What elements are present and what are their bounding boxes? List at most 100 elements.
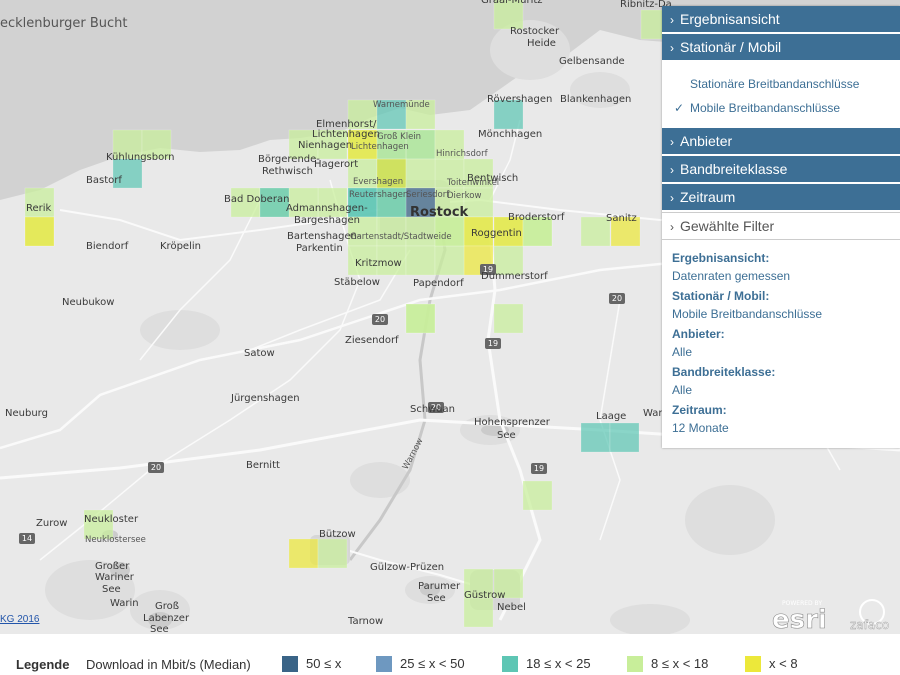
place-label: See [150,624,169,634]
section-gewaehlte-filter[interactable]: › Gewählte Filter [662,212,900,240]
section-ergebnisansicht[interactable]: › Ergebnisansicht [662,6,900,34]
coverage-cell[interactable] [112,129,143,160]
coverage-cell[interactable] [522,216,553,247]
place-label: Laage [596,411,626,422]
place-label: Gartenstadt/Stadtweide [350,232,452,242]
map-copyright[interactable]: KG 2016 [0,614,40,625]
coverage-cell[interactable] [24,187,55,218]
coverage-cell[interactable] [405,99,436,130]
place-label: Groß Klein [377,132,421,142]
coverage-cell[interactable] [347,158,378,189]
coverage-cell[interactable] [317,187,348,218]
section-stationaer-mobil[interactable]: › Stationär / Mobil [662,34,900,62]
chevron-right-icon: › [670,163,674,177]
coverage-cell[interactable] [493,303,524,334]
place-label: Bützow [319,529,356,540]
place-label: Wariner [95,572,135,583]
section-zeitraum[interactable]: › Zeitraum [662,184,900,212]
place-label: Bernitt [246,460,280,471]
place-label: Ziesendorf [345,335,399,346]
coverage-cell[interactable] [493,245,524,276]
coverage-cell[interactable] [493,568,524,599]
coverage-cell[interactable] [288,187,319,218]
place-label: Rethwisch [262,166,313,177]
coverage-cell[interactable] [580,216,611,247]
place-label: Seriesdorf [406,190,450,200]
road-shield: 20 [148,462,164,473]
map-canvas[interactable]: 20 20 20 19 19 14 20 19 ecklenburger Bucht Reri… [0,0,900,634]
place-label: Toitenwinkel [446,178,499,188]
legend-item: 25 ≤ x < 50 [376,656,465,672]
coverage-cell[interactable] [610,216,641,247]
coverage-cell[interactable] [434,158,465,189]
coverage-cell[interactable] [463,597,494,628]
place-label: Börgerende- [258,154,320,165]
option-mobil[interactable]: ✓ Mobile Breitbandanschlüsse [674,96,900,120]
coverage-cell[interactable] [405,216,436,247]
place-label: Rostocker [510,26,560,37]
checkmark-icon: ✓ [674,101,685,115]
coverage-cell[interactable] [434,216,465,247]
coverage-cell[interactable] [463,158,494,189]
coverage-cell[interactable] [317,129,348,160]
road-shield: 14 [19,533,35,544]
svg-text:19: 19 [534,464,544,473]
coverage-cell[interactable] [405,129,436,160]
coverage-cell[interactable] [493,99,524,130]
zafaco-swirl-icon [859,599,885,625]
coverage-cell[interactable] [463,187,494,218]
coverage-cell[interactable] [317,538,348,569]
coverage-cell[interactable] [347,129,378,160]
place-label: Rövershagen [487,94,552,105]
place-label: Rostock [410,205,469,220]
coverage-cell[interactable] [24,216,55,247]
coverage-cell[interactable] [376,129,407,160]
coverage-cell[interactable] [230,187,261,218]
place-label: Schwaan [410,404,455,415]
section-anbieter[interactable]: › Anbieter [662,128,900,156]
coverage-cell[interactable] [347,245,378,276]
coverage-cell[interactable] [288,129,319,160]
section-bandbreiteklasse[interactable]: › Bandbreiteklasse [662,156,900,184]
coverage-cell[interactable] [83,509,114,540]
place-label: Güstrow [464,590,505,601]
coverage-cell[interactable] [259,187,290,218]
coverage-cell[interactable] [288,538,319,569]
place-label: Warnemünde [373,100,430,110]
place-label: Roggentin [471,228,522,239]
coverage-cell[interactable] [405,187,436,218]
coverage-cell[interactable] [493,0,524,30]
place-label: Großer [95,561,130,572]
coverage-cell[interactable] [405,158,436,189]
coverage-cell[interactable] [580,422,611,453]
place-label: Wardo [643,408,675,419]
coverage-cell[interactable] [434,245,465,276]
coverage-cell[interactable] [112,158,143,189]
legend-item: 50 ≤ x [282,656,341,672]
coverage-cell[interactable] [347,216,378,247]
legend-item: 8 ≤ x < 18 [627,656,708,672]
option-stationaer[interactable]: Stationäre Breitbandanschlüsse [690,77,860,91]
coverage-cell[interactable] [141,129,172,160]
coverage-cell[interactable] [609,422,640,453]
legend-bar: Legende Download in Mbit/s (Median) 50 ≤… [0,634,900,675]
road-shield: 20 [428,402,444,413]
coverage-cell[interactable] [493,216,524,247]
coverage-cell[interactable] [405,245,436,276]
water-label: ecklenburger Bucht [0,16,128,31]
coverage-cell[interactable] [463,568,494,599]
place-label: Mönchhagen [478,129,542,140]
zafaco-wordmark: zafaco [850,618,889,632]
legend-item: x < 8 [745,656,798,672]
coverage-cell[interactable] [522,480,553,511]
road-shield: 19 [531,463,547,474]
coverage-cell[interactable] [347,187,378,218]
selected-filters-list: Ergebnisansicht: Datenraten gemessen Sta… [662,240,900,448]
place-label: Groß [155,601,179,612]
place-label: See [427,593,446,604]
coverage-cell[interactable] [376,187,407,218]
coverage-cell[interactable] [434,129,465,160]
place-label: Papendorf [413,278,464,289]
coverage-cell[interactable] [405,303,436,334]
place-label: Neukloster [84,514,139,525]
